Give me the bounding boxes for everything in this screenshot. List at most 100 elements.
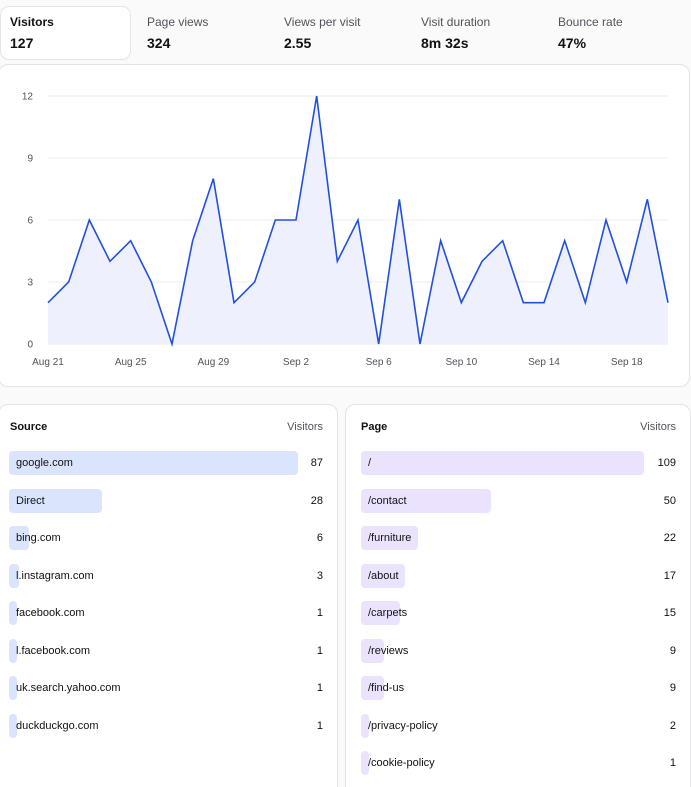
source-row-value: 1 [316,682,323,694]
x-tick-label: Sep 18 [611,357,643,368]
stat-label: Bounce rate [558,15,623,29]
source-row[interactable]: bing.com 6 [9,526,323,550]
data-point [352,214,364,226]
y-tick-label: 0 [27,340,33,351]
page-row-value: 17 [663,569,676,582]
data-point [104,255,116,267]
stat-value: 2.55 [284,35,312,51]
data-point [641,193,653,205]
source-row[interactable]: facebook.com 1 [9,601,323,625]
data-point [559,235,571,247]
data-point [63,276,75,288]
page-row-label: /privacy-policy [368,719,438,732]
stat-value: 47% [558,35,587,51]
stat-label: Visitors [10,15,54,29]
data-point [331,255,343,267]
source-row-value: 3 [316,569,323,582]
stat-label: Visit duration [421,15,491,29]
page-panel-title: Page [361,421,388,433]
page-row[interactable]: / 109 [361,451,676,475]
source-row-bar [9,451,298,475]
source-row[interactable]: l.instagram.com 3 [9,563,323,588]
data-point [538,297,550,309]
page-row[interactable]: /reviews 9 [361,638,676,663]
data-point [42,297,54,309]
data-point [600,214,612,226]
page-panel: Page Visitors /109/contact 50/furniture 22… [345,404,691,787]
page-row[interactable]: /furniture 22 [361,526,676,550]
page-row[interactable]: /contact 50 [361,488,676,513]
stat-value: 8m 32s [421,35,469,51]
page-row-value: 109 [657,457,676,469]
source-row-value: 87 [310,457,323,469]
data-point [373,338,385,350]
source-row-value: 28 [310,494,323,507]
visitors-chart[interactable]: 0 3 6 9 12 Aug 21 Aug 25 Aug 29 Sep 2 Sep 6 Sep 10… [0,65,689,386]
source-row[interactable]: duckduckgo.com 1 [9,713,323,738]
page-row-bar [361,713,369,738]
data-point [269,214,281,226]
stat-tab-visit-duration[interactable]: Visit duration 8m 32s [411,6,542,60]
source-row[interactable]: google.com 87 [9,451,323,475]
source-row-label: google.com [16,457,73,469]
page-row[interactable]: /cookie-policy 1 [361,751,676,775]
page-row[interactable]: /about 17 [361,563,676,588]
y-tick-label: 3 [27,278,33,289]
stat-tab-views-per-visit[interactable]: Views per visit 2.55 [274,6,405,60]
x-tick-label: Sep 6 [366,357,393,368]
page-row-label: /cookie-policy [368,757,435,769]
page-row-label: / [368,457,372,469]
page-row-label: /furniture [368,532,412,544]
data-point [207,173,219,185]
source-row[interactable]: uk.search.yahoo.com 1 [9,676,323,700]
x-tick-label: Aug 25 [115,357,147,368]
stat-tab-bounce-rate[interactable]: Bounce rate 47% [548,6,679,60]
data-point [228,297,240,309]
x-tick-label: Sep 14 [528,357,560,368]
page-row-bar [361,563,406,588]
data-point [579,297,591,309]
data-point [435,235,447,247]
source-row[interactable]: l.facebook.com 1 [9,638,323,663]
source-row-label: duckduckgo.com [16,719,99,732]
data-point [476,255,488,267]
source-panel: Source Visitors google.com 87 Direct 28 bing… [0,404,338,787]
source-row-bar [9,638,17,663]
source-panel-column-header: Visitors [287,421,323,433]
page-row[interactable]: /privacy-policy 2 [361,713,676,738]
y-tick-label: 12 [22,92,34,103]
data-point [249,276,261,288]
page-row[interactable]: /carpets 15 [361,601,676,625]
page-row-label: /reviews [368,644,409,657]
source-row-value: 1 [316,644,323,657]
page-row-value: 9 [669,682,676,694]
stat-value: 127 [10,35,34,51]
data-point [414,338,426,350]
stat-tab-page-views[interactable]: Page views 324 [137,6,268,60]
source-row-value: 6 [316,532,323,544]
x-tick-label: Sep 10 [445,357,477,368]
stat-label: Page views [147,15,209,29]
page-row-bar [361,526,419,550]
source-panel-title: Source [10,421,48,433]
data-point [187,235,199,247]
page-row[interactable]: /find-us 9 [361,676,676,700]
stats-bar: Visitors 127 Page views 324 Views per vi… [0,0,691,64]
source-row[interactable]: Direct 28 [9,488,323,513]
page-row-label: /about [368,569,399,582]
series-line [47,95,669,348]
stat-label: Views per visit [284,15,361,29]
source-row-label: facebook.com [16,607,85,619]
page-row-value: 9 [669,644,676,657]
page-row-bar [361,488,491,513]
page-row-label: /carpets [368,607,408,619]
stat-tab-visitors[interactable]: Visitors 127 [0,6,131,60]
source-row-bar [9,563,19,588]
source-row-label: uk.search.yahoo.com [16,682,121,694]
data-point [393,193,405,205]
page-row-bar [361,451,644,475]
data-point [455,297,467,309]
data-point [290,214,302,226]
source-row-bar [9,601,17,625]
source-row-bar [9,526,29,550]
